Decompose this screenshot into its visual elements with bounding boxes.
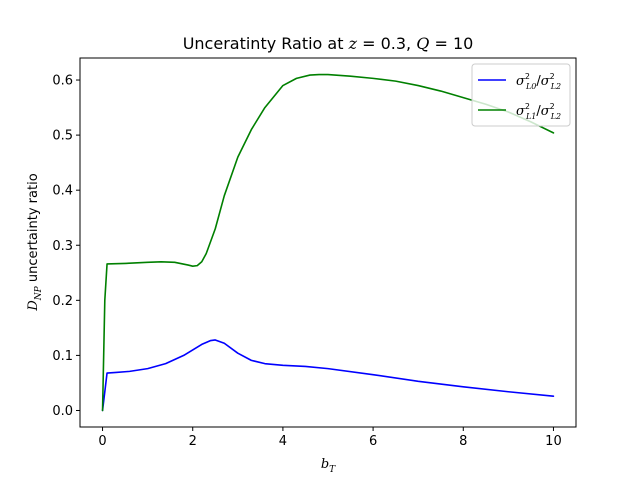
x-tick-label: 8 xyxy=(459,434,467,449)
legend: σ2 L0/σ2 L2 σ2 L1/σ2 L2 xyxy=(471,63,571,127)
x-tick-label: 4 xyxy=(279,434,287,449)
series-lines xyxy=(101,73,555,412)
x-tick-label: 2 xyxy=(189,434,197,449)
y-label-sub: NP xyxy=(34,285,44,301)
y-axis-label: DNP uncertainty ratio xyxy=(26,173,44,311)
y-tick-label: 0.1 xyxy=(52,349,73,364)
series-line-1 xyxy=(101,73,555,412)
y-tick-label: 0.2 xyxy=(52,294,73,309)
y-tick-label: 0.6 xyxy=(52,74,73,89)
y-tick-label: 0.5 xyxy=(52,129,73,144)
x-label-sub: T xyxy=(329,465,336,475)
y-tick-label: 0.4 xyxy=(52,184,73,199)
title-part: z xyxy=(348,34,358,53)
title-part: Q xyxy=(416,34,429,53)
title-part: = 10 xyxy=(429,34,473,53)
y-label-text: uncertainty ratio xyxy=(26,173,41,286)
title-part: Unceratinty Ratio at xyxy=(183,34,349,53)
y-axis-ticks: 0.0 0.1 0.2 0.3 0.4 0.5 0.6 xyxy=(52,74,80,419)
plot-frame xyxy=(79,57,577,428)
legend-label-1: σ2 L1/σ2 L2 xyxy=(516,102,561,121)
x-axis-label: bT xyxy=(321,457,336,475)
y-label-base: D xyxy=(26,300,41,312)
x-axis-ticks: 0 2 4 6 8 10 xyxy=(98,427,562,449)
x-tick-label: 6 xyxy=(369,434,377,449)
x-label-base: b xyxy=(321,457,329,472)
x-tick-label: 10 xyxy=(545,434,562,449)
y-tick-label: 0.0 xyxy=(52,404,73,419)
x-tick-label: 0 xyxy=(98,434,106,449)
legend-label-0: σ2 L0/σ2 L2 xyxy=(516,72,561,91)
title-part: = 0.3, xyxy=(357,34,416,53)
chart-title: Unceratinty Ratio at z = 0.3, Q = 10 xyxy=(183,34,474,53)
y-tick-label: 0.3 xyxy=(52,239,73,254)
series-line-0 xyxy=(101,339,555,412)
